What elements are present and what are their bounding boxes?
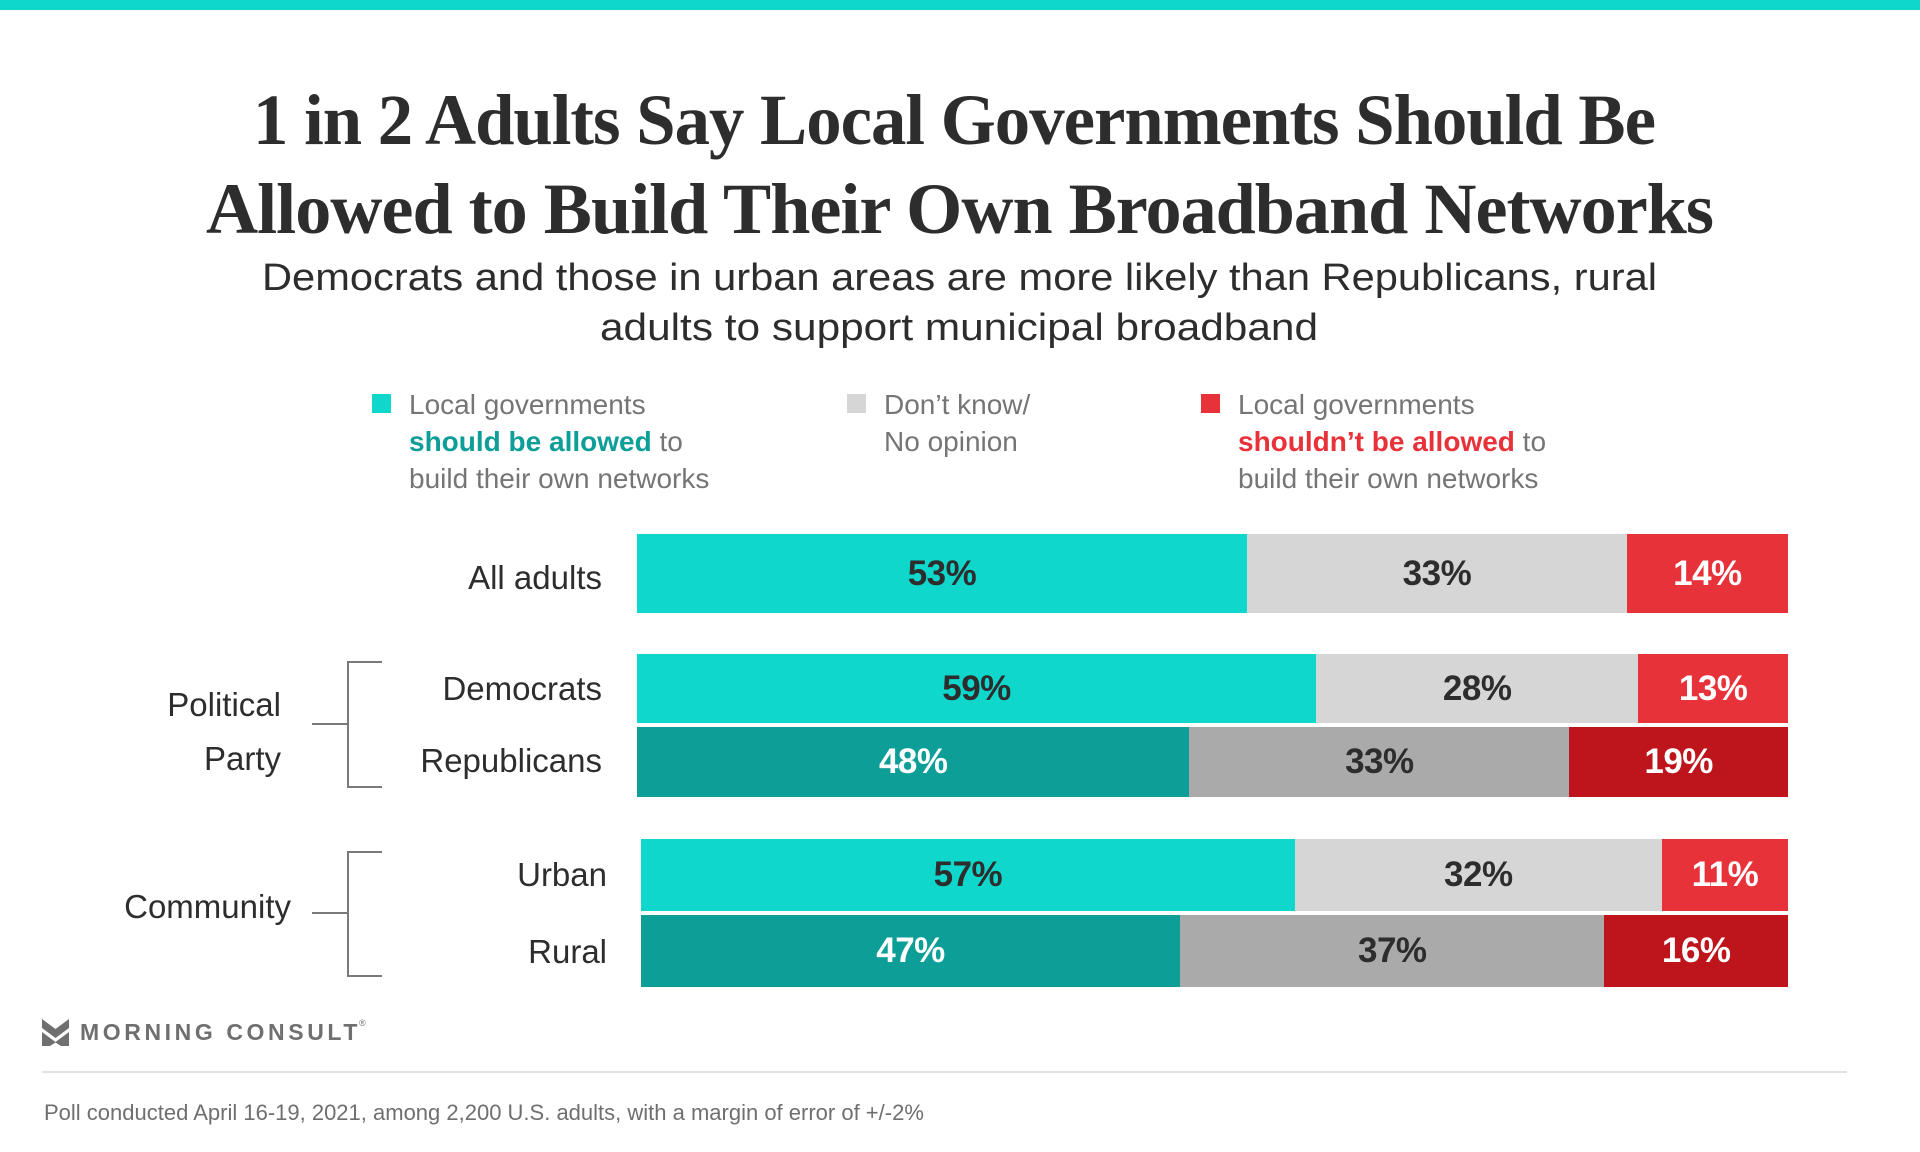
bar-segment-shouldnt-be-allowed: 16% (1604, 915, 1788, 987)
bar-segment-shouldnt-be-allowed: 14% (1626, 534, 1788, 613)
bar-value-label: 13% (1678, 668, 1748, 708)
bracket-top-tick (347, 661, 382, 663)
group-label-community: Community (124, 888, 291, 925)
bar-segment-should-be-allowed: 53% (637, 534, 1248, 613)
bar-row-democrats: 59% 28% 13% (637, 654, 1788, 723)
row-label-rural: Rural (528, 933, 607, 970)
legend-line: Local governments (1238, 389, 1475, 420)
bar-segment-dont-know: 32% (1294, 839, 1662, 911)
legend-line-rest: to (651, 426, 683, 457)
bar-value-label: 59% (942, 668, 1011, 708)
bar-value-label: 14% (1673, 553, 1742, 593)
bar-value-label: 57% (933, 855, 1003, 894)
bracket-bottom-tick (347, 975, 382, 977)
legend-line: No opinion (884, 426, 1018, 457)
bracket-bottom-tick (347, 786, 382, 788)
bar-value-label: 11% (1691, 855, 1759, 894)
legend-line: shouldn’t be allowed to (1238, 423, 1546, 460)
bar-segment-should-be-allowed: 47% (641, 915, 1181, 987)
legend-line: build their own networks (409, 463, 710, 494)
morning-consult-chevron-icon (42, 1018, 69, 1046)
bracket-stem (312, 723, 348, 725)
teal-square-swatch-icon (372, 394, 391, 413)
legend-line: Local governments (409, 389, 646, 420)
row-label-democrats: Democrats (442, 670, 602, 707)
row-label-republicans: Republicans (420, 742, 602, 779)
legend-emphasis: should be allowed (409, 426, 652, 457)
bar-value-label: 33% (1345, 742, 1414, 781)
bar-segment-dont-know: 28% (1316, 654, 1639, 723)
bracket-vertical (347, 851, 349, 977)
bar-value-label: 37% (1357, 931, 1427, 970)
registered-mark: ® (359, 1018, 366, 1028)
row-label-all-adults: All adults (468, 559, 602, 596)
bracket-vertical (347, 661, 349, 788)
bracket-stem (312, 912, 348, 914)
bar-value-label: 19% (1644, 742, 1713, 781)
legend-line: Don’t know/ (884, 389, 1031, 420)
gray-square-swatch-icon (847, 394, 866, 413)
bar-segment-shouldnt-be-allowed: 19% (1569, 727, 1788, 797)
bar-segment-should-be-allowed: 57% (641, 839, 1295, 911)
legend-item-shouldnt-be-allowed: Local governments shouldn’t be allowed t… (1238, 386, 1546, 497)
bar-value-label: 47% (876, 931, 945, 970)
bar-value-label: 33% (1402, 553, 1472, 593)
bar-segment-dont-know: 37% (1180, 915, 1605, 987)
red-square-swatch-icon (1201, 394, 1220, 413)
row-label-urban: Urban (517, 856, 607, 893)
chart-subtitle-line-1: Democrats and those in urban areas are m… (262, 257, 1657, 299)
chart-subtitle-line-2: adults to support municipal broadband (600, 307, 1318, 349)
bar-segment-should-be-allowed: 59% (637, 654, 1317, 723)
bar-value-label: 16% (1661, 931, 1731, 970)
bar-segment-should-be-allowed: 48% (637, 727, 1190, 797)
poll-footnote: Poll conducted April 16-19, 2021, among … (44, 1100, 924, 1125)
top-accent-band (0, 0, 1920, 10)
legend-item-should-be-allowed: Local governments should be allowed to b… (409, 386, 709, 497)
legend-emphasis: shouldn’t be allowed (1238, 426, 1515, 457)
bar-value-label: 32% (1444, 855, 1513, 894)
bar-segment-shouldnt-be-allowed: 11% (1661, 839, 1788, 911)
chart-title-line-2: Allowed to Build Their Own Broadband Net… (206, 169, 1714, 249)
group-label-party: Party (203, 740, 281, 777)
legend-line: should be allowed to (409, 423, 709, 460)
bar-value-label: 48% (878, 742, 948, 781)
bar-segment-shouldnt-be-allowed: 13% (1638, 654, 1788, 723)
bar-value-label: 53% (907, 553, 977, 593)
bar-row-urban: 57% 32% 11% (641, 839, 1788, 911)
bracket-top-tick (347, 851, 382, 853)
bar-segment-dont-know: 33% (1247, 534, 1627, 613)
morning-consult-logo: MORNING CONSULT ® (42, 1018, 366, 1046)
group-label-political: Political (167, 686, 281, 723)
legend-line: build their own networks (1238, 463, 1539, 494)
legend-line-rest: to (1514, 426, 1547, 457)
logo-wordmark: MORNING CONSULT (80, 1018, 362, 1045)
bar-row-all-adults: 53% 33% 14% (637, 534, 1788, 613)
chart-title-line-1: 1 in 2 Adults Say Local Governments Shou… (253, 80, 1656, 160)
bar-segment-dont-know: 33% (1189, 727, 1570, 797)
legend-item-dont-know: Don’t know/ No opinion (884, 386, 1030, 460)
footer-divider (42, 1071, 1847, 1073)
bar-row-rural: 47% 37% 16% (641, 915, 1788, 987)
bar-value-label: 28% (1442, 668, 1512, 708)
bar-row-republicans: 48% 33% 19% (637, 727, 1788, 797)
